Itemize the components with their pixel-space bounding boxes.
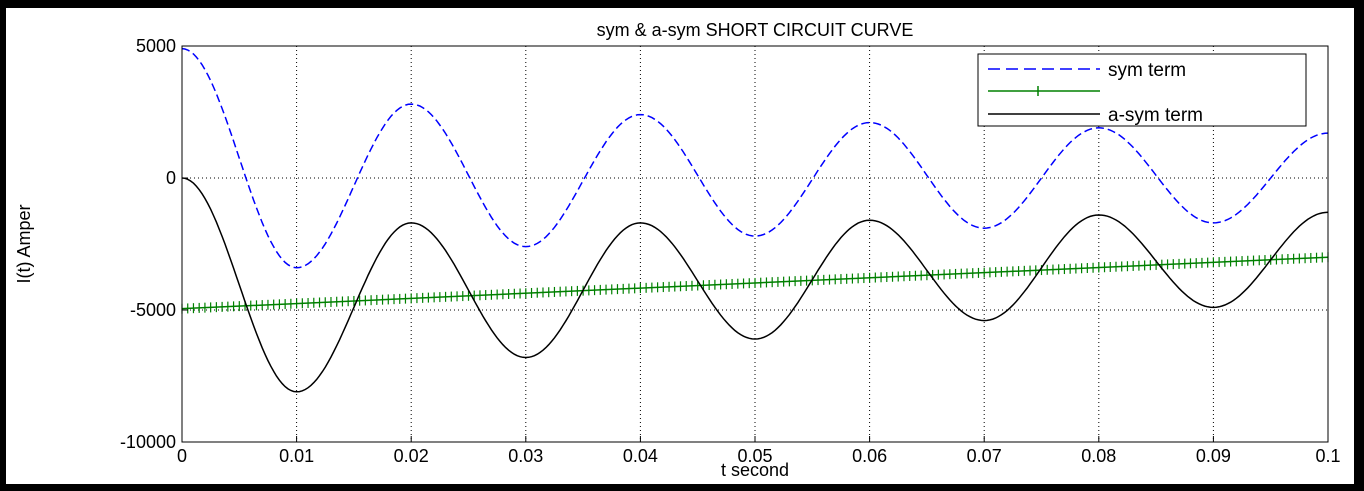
short-circuit-chart: 0 0.01 0.02 0.03 0.04 0.05 0.06 0.07 0.08 0.09 0.1… [14, 20, 1341, 480]
x-axis-label: t second [721, 460, 789, 480]
x-tick-label: 0.06 [852, 446, 887, 466]
figure-window: 0 0.01 0.02 0.03 0.04 0.05 0.06 0.07 0.08 0.09 0.1… [6, 8, 1354, 484]
x-tick-label: 0.02 [394, 446, 429, 466]
y-tick-label: -5000 [130, 300, 176, 320]
x-tick-label: 0.08 [1081, 446, 1116, 466]
x-tick-label: 0.01 [279, 446, 314, 466]
x-tick-label: 0.03 [508, 446, 543, 466]
x-tick-label: 0.05 [737, 446, 772, 466]
legend-asym-label: a-sym term [1108, 105, 1203, 126]
series-layer [181, 47, 1329, 393]
legend-sym-label: sym term [1108, 60, 1186, 81]
chart-title: sym & a-sym SHORT CIRCUIT CURVE [597, 20, 914, 40]
x-tick-label: 0.09 [1196, 446, 1231, 466]
y-tick-label: -10000 [120, 432, 176, 452]
y-tick-label: 0 [166, 168, 176, 188]
x-tick-label: 0 [177, 446, 187, 466]
x-tick-label: 0.07 [967, 446, 1002, 466]
x-tick-label: 0.1 [1315, 446, 1340, 466]
grid-lines [182, 46, 1328, 442]
y-axis-label: I(t) Amper [14, 204, 34, 283]
y-tick-label: 5000 [136, 36, 176, 56]
axis-ticks: 0 0.01 0.02 0.03 0.04 0.05 0.06 0.07 0.08 0.09 0.1… [120, 36, 1341, 466]
legend: sym term a-sym term [977, 53, 1307, 127]
series-line-asym [181, 177, 1329, 393]
x-tick-label: 0.04 [623, 446, 658, 466]
series-line-sym [181, 47, 1329, 269]
